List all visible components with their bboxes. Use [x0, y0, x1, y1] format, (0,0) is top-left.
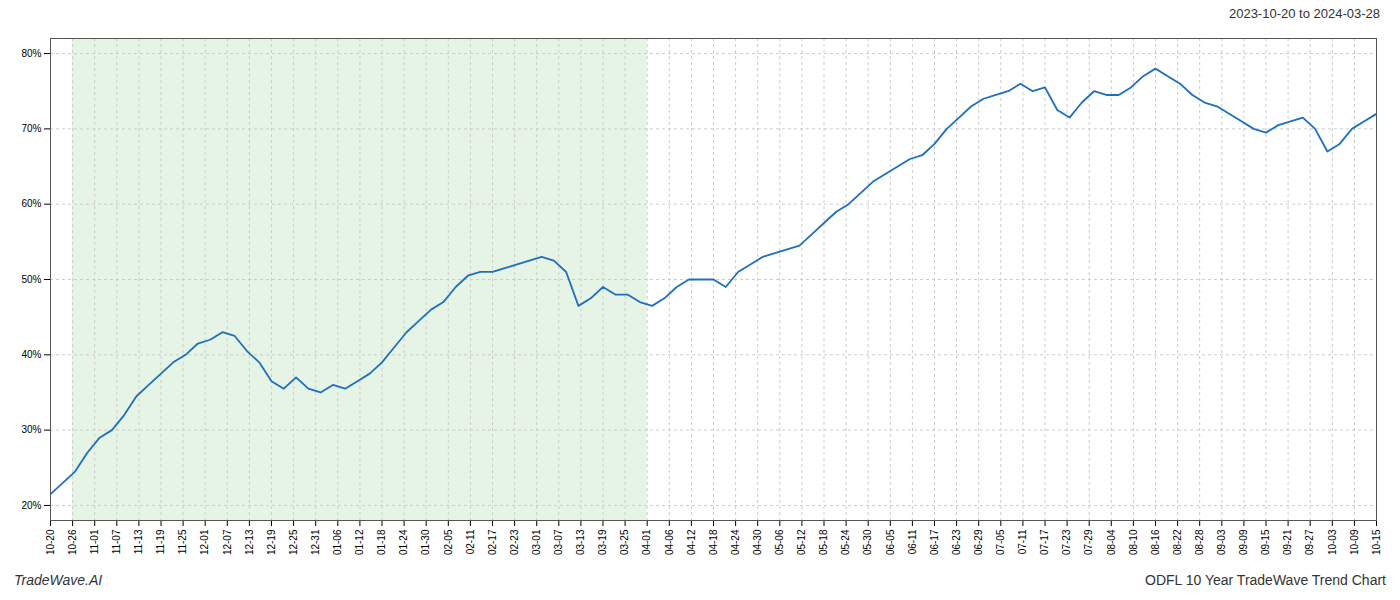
svg-text:10-09: 10-09 — [1349, 529, 1360, 555]
svg-text:05-24: 05-24 — [840, 529, 851, 555]
svg-text:04-30: 04-30 — [752, 529, 763, 555]
svg-text:02-11: 02-11 — [465, 529, 476, 554]
svg-text:11-07: 11-07 — [111, 529, 122, 554]
svg-text:11-13: 11-13 — [133, 529, 144, 554]
svg-text:12-07: 12-07 — [222, 529, 233, 555]
svg-text:11-01: 11-01 — [89, 529, 100, 554]
svg-text:02-23: 02-23 — [509, 529, 520, 555]
svg-text:07-11: 07-11 — [1017, 529, 1028, 554]
svg-text:01-18: 01-18 — [376, 529, 387, 555]
svg-text:04-18: 04-18 — [708, 529, 719, 555]
svg-text:09-15: 09-15 — [1260, 529, 1271, 555]
svg-text:10-03: 10-03 — [1327, 529, 1338, 555]
html-text:ODFL 10 Year TradeWave Trend C: ODFL 10 Year TradeWave Trend Chart — [1145, 572, 1386, 588]
svg-text:08-22: 08-22 — [1172, 529, 1183, 555]
svg-text:03-19: 03-19 — [597, 529, 608, 555]
svg-text:10-20: 10-20 — [45, 529, 56, 555]
svg-text:05-18: 05-18 — [818, 529, 829, 555]
svg-text:70%: 70% — [21, 123, 41, 134]
svg-text:08-16: 08-16 — [1150, 529, 1161, 555]
svg-text:40%: 40% — [21, 349, 41, 360]
svg-text:60%: 60% — [21, 198, 41, 209]
svg-text:06-11: 06-11 — [907, 529, 918, 554]
svg-text:04-24: 04-24 — [730, 529, 741, 555]
svg-text:07-29: 07-29 — [1083, 529, 1094, 555]
svg-text:07-23: 07-23 — [1061, 529, 1072, 555]
svg-text:09-21: 09-21 — [1282, 529, 1293, 555]
svg-text:50%: 50% — [21, 274, 41, 285]
svg-text:03-07: 03-07 — [553, 529, 564, 555]
svg-text:03-13: 03-13 — [575, 529, 586, 555]
svg-text:02-17: 02-17 — [487, 529, 498, 555]
svg-text:12-31: 12-31 — [310, 529, 321, 555]
svg-text:04-06: 04-06 — [664, 529, 675, 555]
svg-text:12-25: 12-25 — [288, 529, 299, 555]
svg-text:01-24: 01-24 — [398, 529, 409, 555]
svg-text:12-13: 12-13 — [244, 529, 255, 555]
svg-text:04-01: 04-01 — [641, 529, 652, 555]
svg-text:06-29: 06-29 — [973, 529, 984, 555]
svg-text:08-28: 08-28 — [1194, 529, 1205, 555]
svg-text:09-09: 09-09 — [1238, 529, 1249, 555]
html-text:TradeWave.AI: TradeWave.AI — [14, 572, 103, 588]
svg-text:09-27: 09-27 — [1304, 529, 1315, 555]
svg-text:08-04: 08-04 — [1106, 529, 1117, 555]
svg-text:07-17: 07-17 — [1039, 529, 1050, 555]
svg-text:07-05: 07-05 — [995, 529, 1006, 555]
svg-text:01-06: 01-06 — [332, 529, 343, 555]
svg-text:05-06: 05-06 — [774, 529, 785, 555]
svg-text:08-10: 08-10 — [1128, 529, 1139, 555]
svg-text:20%: 20% — [21, 500, 41, 511]
svg-text:09-03: 09-03 — [1216, 529, 1227, 555]
svg-text:01-12: 01-12 — [354, 529, 365, 555]
html-text:2023-10-20 to 2024-03-28: 2023-10-20 to 2024-03-28 — [1228, 6, 1380, 21]
svg-text:02-05: 02-05 — [443, 529, 454, 555]
svg-text:06-05: 06-05 — [885, 529, 896, 555]
svg-text:12-01: 12-01 — [199, 529, 210, 555]
svg-text:30%: 30% — [21, 424, 41, 435]
svg-text:01-30: 01-30 — [420, 529, 431, 555]
svg-text:04-12: 04-12 — [686, 529, 697, 555]
svg-text:10-26: 10-26 — [67, 529, 78, 555]
svg-text:05-12: 05-12 — [796, 529, 807, 555]
svg-text:11-19: 11-19 — [155, 529, 166, 554]
svg-text:03-25: 03-25 — [619, 529, 630, 555]
svg-text:80%: 80% — [21, 48, 41, 59]
svg-text:12-19: 12-19 — [266, 529, 277, 555]
svg-text:06-23: 06-23 — [951, 529, 962, 555]
svg-text:10-15: 10-15 — [1371, 529, 1382, 555]
svg-text:03-01: 03-01 — [531, 529, 542, 555]
svg-text:05-30: 05-30 — [862, 529, 873, 555]
svg-text:11-25: 11-25 — [177, 529, 188, 554]
svg-text:06-17: 06-17 — [929, 529, 940, 555]
